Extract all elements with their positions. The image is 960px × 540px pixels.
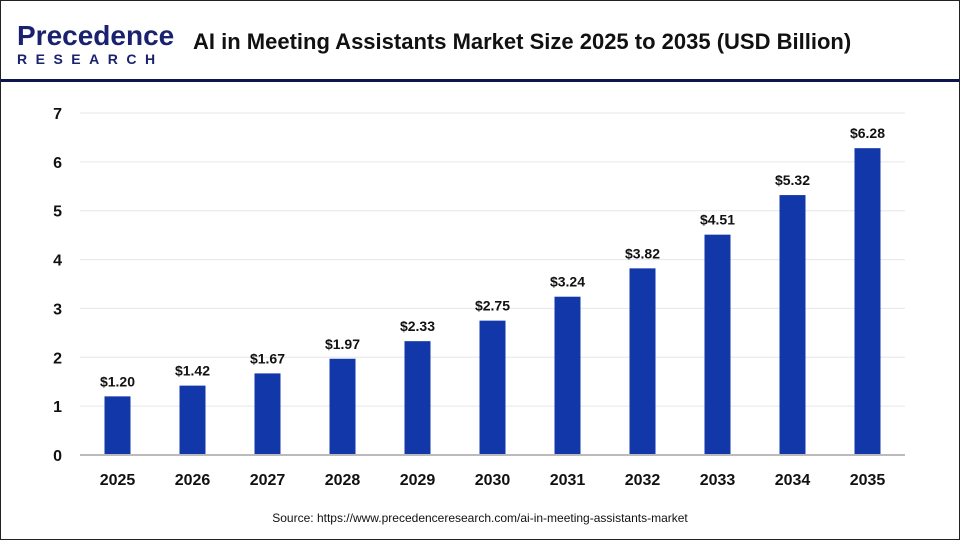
data-label: $2.33 bbox=[400, 318, 435, 334]
x-tick-label: 2031 bbox=[550, 472, 586, 489]
data-label: $3.82 bbox=[625, 245, 660, 261]
y-tick-label: 2 bbox=[53, 350, 62, 367]
x-tick-label: 2029 bbox=[400, 472, 436, 489]
header: Precedence RESEARCH AI in Meeting Assist… bbox=[1, 1, 959, 82]
bar-2027 bbox=[254, 373, 281, 455]
data-label: $1.42 bbox=[175, 363, 210, 379]
y-tick-label: 7 bbox=[53, 106, 62, 123]
x-tick-label: 2028 bbox=[325, 472, 361, 489]
y-tick-label: 6 bbox=[53, 155, 62, 172]
bar-2030 bbox=[479, 320, 506, 455]
y-tick-label: 1 bbox=[53, 399, 62, 416]
data-label: $2.75 bbox=[475, 298, 510, 314]
logo-line2: RESEARCH bbox=[17, 51, 164, 67]
data-label: $6.28 bbox=[850, 125, 885, 141]
data-label: $1.67 bbox=[250, 350, 285, 366]
x-tick-label: 2027 bbox=[250, 472, 286, 489]
x-tick-label: 2034 bbox=[775, 472, 811, 489]
data-label: $4.51 bbox=[700, 212, 735, 228]
y-tick-label: 5 bbox=[53, 204, 62, 221]
x-tick-label: 2030 bbox=[475, 472, 511, 489]
bar-2032 bbox=[629, 268, 656, 455]
bar-2033 bbox=[704, 234, 731, 455]
bar-2025 bbox=[104, 396, 131, 455]
data-label: $1.20 bbox=[100, 373, 135, 389]
data-label: $1.97 bbox=[325, 336, 360, 352]
y-tick-label: 0 bbox=[53, 448, 62, 465]
chart-title: AI in Meeting Assistants Market Size 202… bbox=[193, 29, 852, 54]
bar-2026 bbox=[179, 385, 206, 455]
logo-line1: Precedence bbox=[17, 20, 175, 51]
bar-2031 bbox=[554, 296, 581, 455]
bar-2035 bbox=[854, 148, 881, 456]
data-label: $3.24 bbox=[550, 274, 585, 290]
x-tick-label: 2025 bbox=[100, 472, 136, 489]
x-tick-label: 2026 bbox=[175, 472, 211, 489]
y-tick-label: 3 bbox=[53, 301, 62, 318]
bar-2034 bbox=[779, 195, 806, 455]
precedence-research-logo: Precedence RESEARCH bbox=[17, 20, 175, 68]
bar-2028 bbox=[329, 358, 356, 455]
y-tick-label: 4 bbox=[53, 253, 62, 270]
x-tick-label: 2033 bbox=[700, 472, 736, 489]
x-tick-label: 2035 bbox=[850, 472, 886, 489]
data-label: $5.32 bbox=[775, 172, 810, 188]
x-tick-label: 2032 bbox=[625, 472, 661, 489]
bar-2029 bbox=[404, 341, 431, 455]
source-note: Source: https://www.precedenceresearch.c… bbox=[272, 511, 688, 525]
